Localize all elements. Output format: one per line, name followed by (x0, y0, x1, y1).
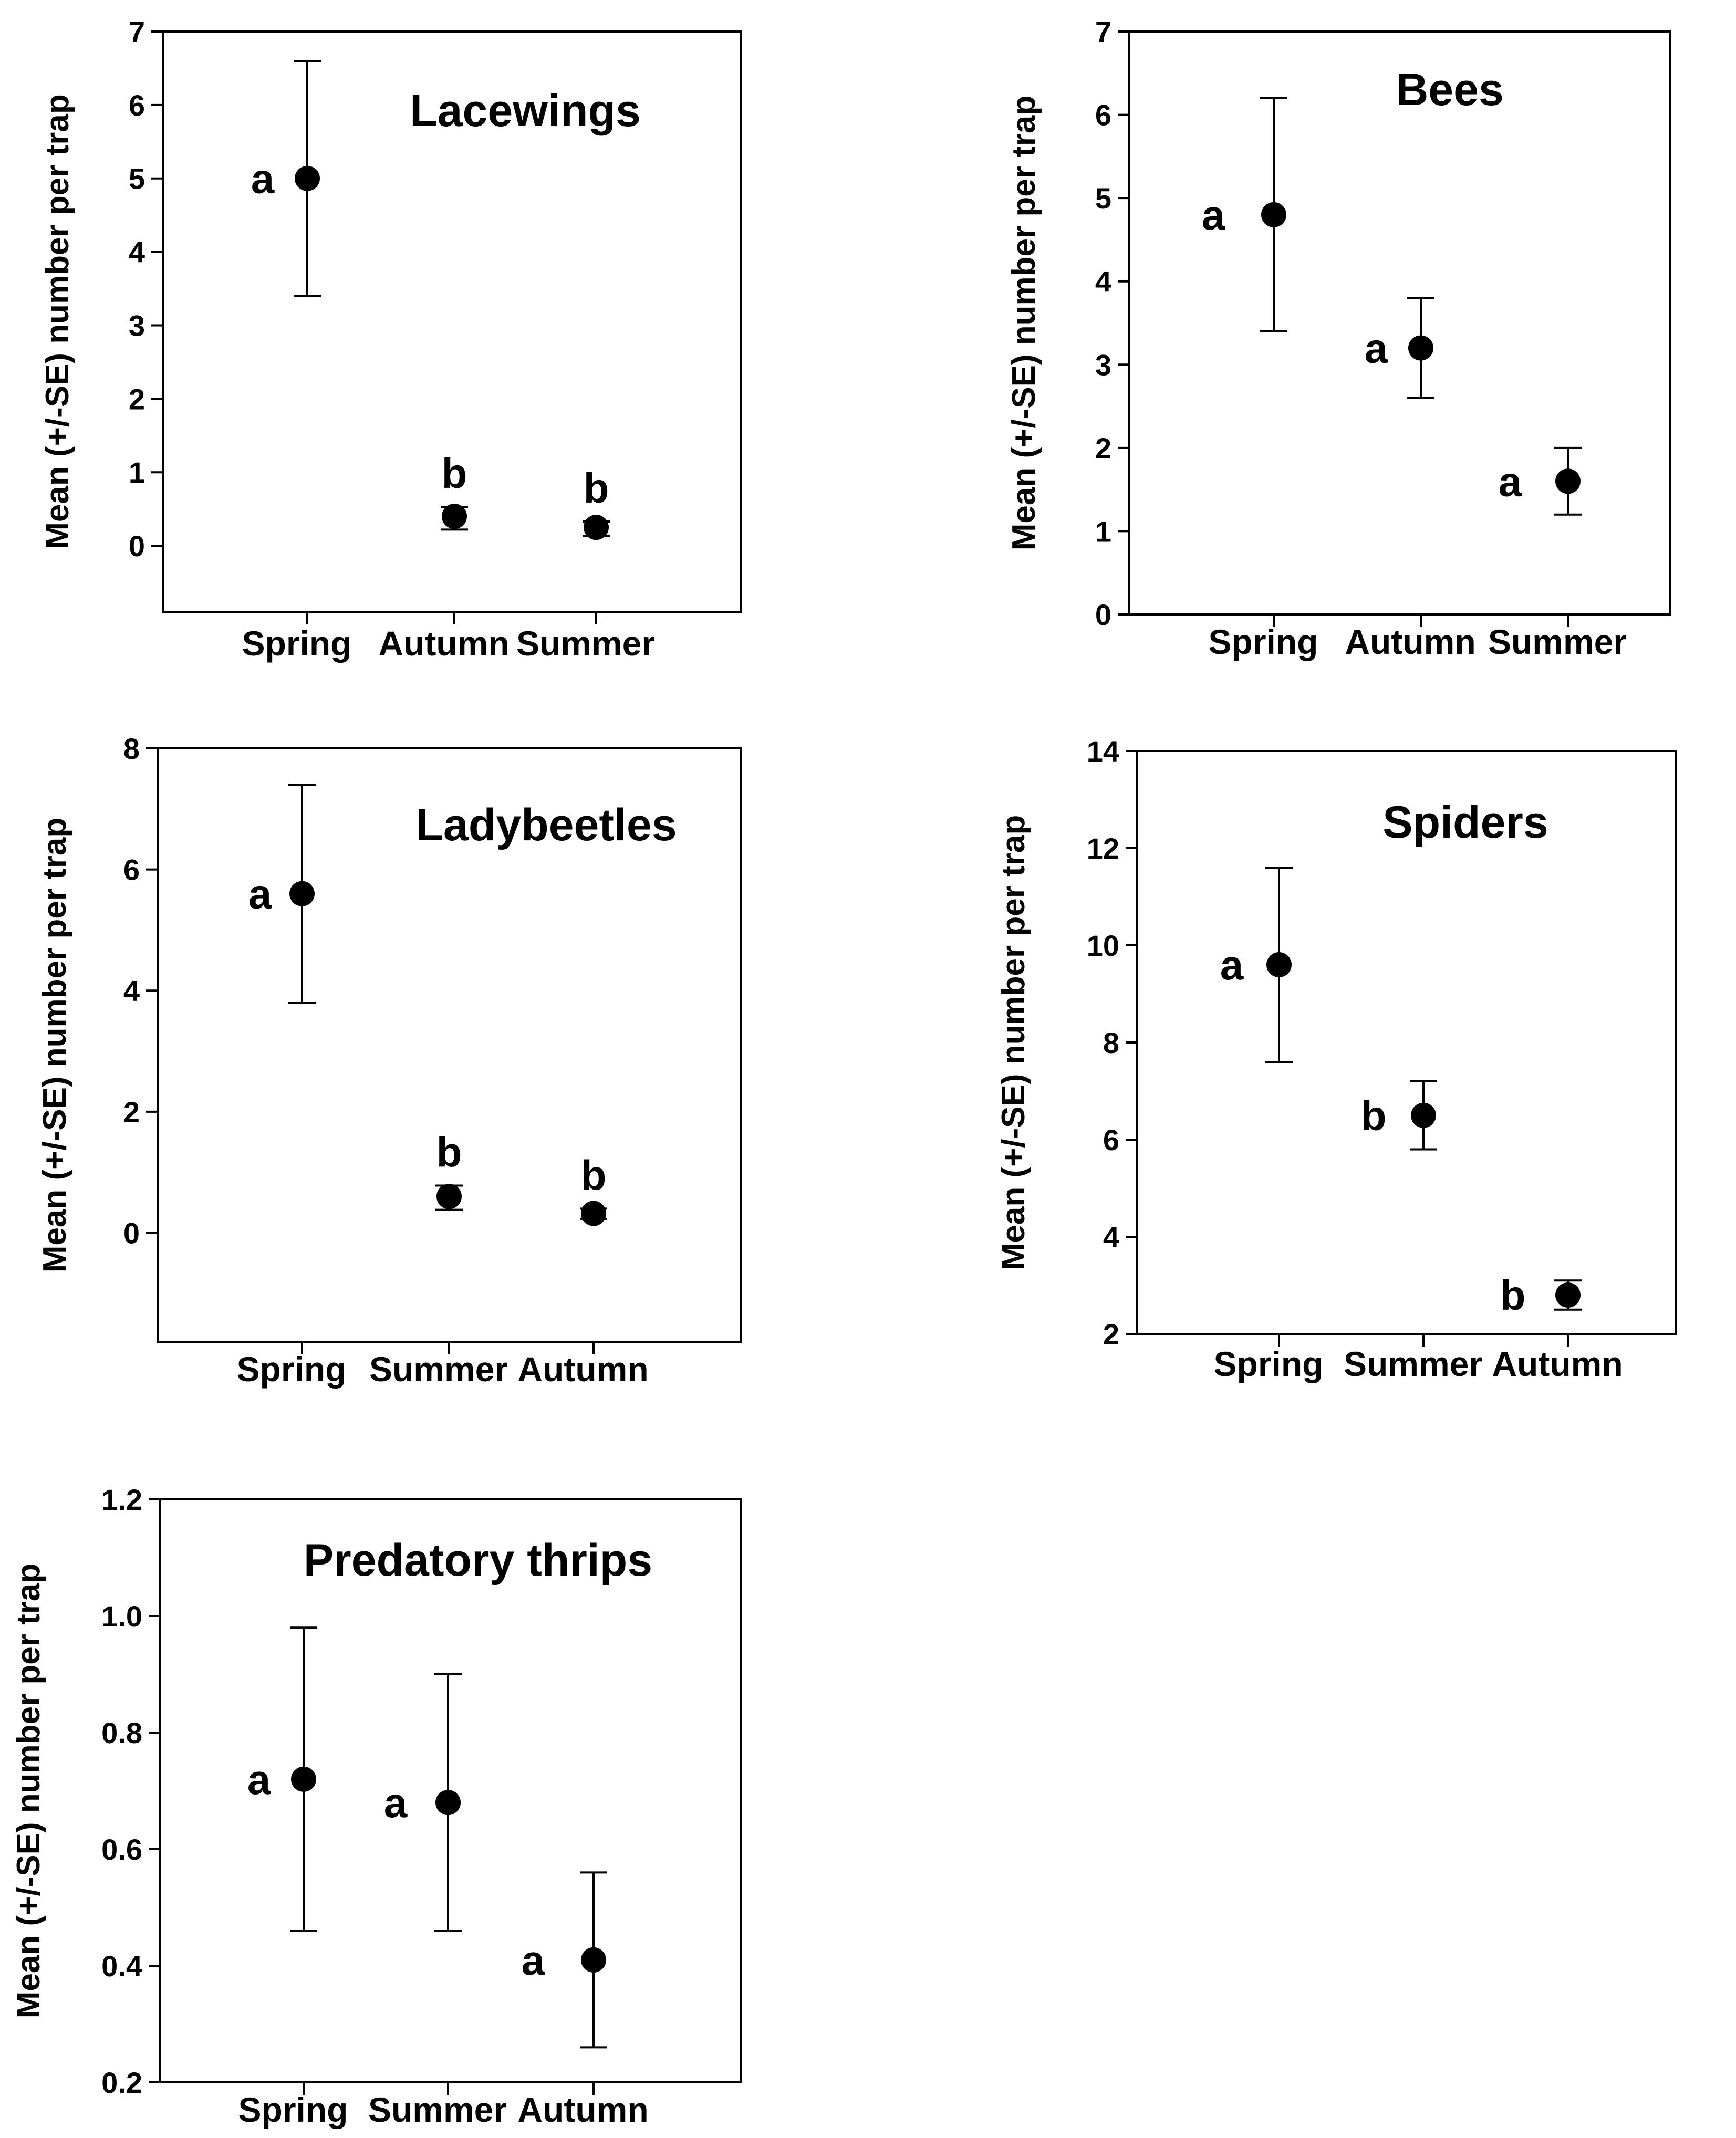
data-point (295, 165, 320, 191)
data-point (581, 1201, 606, 1226)
data-point (436, 1184, 462, 1209)
data-point (1261, 202, 1286, 227)
x-tick-label: Spring (1214, 1344, 1324, 1383)
y-tick-label: 0.2 (101, 2066, 142, 2099)
y-tick-label: 3 (129, 309, 145, 342)
y-tick-label: 3 (1095, 348, 1111, 381)
y-tick-label: 0 (1095, 598, 1111, 631)
significance-letter: a (1365, 325, 1388, 372)
x-tick-label: Spring (238, 2090, 348, 2129)
significance-letter: b (442, 450, 467, 497)
data-point (1555, 468, 1581, 494)
y-tick-label: 0.8 (101, 1716, 142, 1749)
data-point (1411, 1102, 1436, 1128)
y-tick-label: 8 (123, 732, 140, 765)
y-tick-label: 2 (1095, 432, 1111, 465)
significance-letter: b (581, 1152, 607, 1198)
y-tick-label: 1.2 (101, 1483, 142, 1516)
x-tick-label: Summer (1344, 1344, 1482, 1383)
y-axis-label: Mean (+/-SE) number per trap (11, 1563, 47, 2018)
y-tick-label: 4 (1095, 265, 1111, 298)
data-point (1266, 952, 1292, 977)
panel-bees: 0 1 2 3 4 5 6 7 Spring Autumn Summer Mean (+/-SE) n… (1006, 15, 1671, 661)
data-point (291, 1766, 316, 1792)
data-point (1408, 335, 1433, 361)
significance-letter: a (384, 1779, 408, 1826)
x-tick-label: Spring (237, 1350, 347, 1389)
y-tick-label: 5 (1095, 182, 1111, 215)
significance-letter: a (248, 871, 272, 917)
x-tick-label: Summer (1488, 622, 1627, 661)
plot-frame (1128, 30, 1671, 616)
y-tick-label: 0.4 (101, 1949, 142, 1983)
panel-title: Bees (1396, 65, 1504, 115)
y-tick-label: 4 (123, 974, 140, 1007)
panel-title: Ladybeetles (415, 800, 677, 850)
panel-spiders: 2 4 6 8 10 12 14 Spring Summer Autumn Mean (+/-SE)… (995, 735, 1677, 1383)
data-point (581, 1947, 606, 1973)
y-tick-label: 2 (123, 1096, 140, 1129)
y-tick-label: 7 (129, 15, 145, 48)
significance-letter: a (522, 1937, 545, 1984)
y-tick-label: 1 (1095, 515, 1111, 548)
y-tick-label: 1 (129, 456, 145, 489)
x-tick-label: Summer (516, 624, 655, 663)
panel-title: Lacewings (410, 86, 641, 136)
x-tick-label: Summer (368, 2090, 507, 2129)
x-tick-label: Spring (1209, 622, 1318, 661)
y-axis-label: Mean (+/-SE) number per trap (37, 818, 73, 1273)
x-tick-label: Summer (369, 1350, 508, 1389)
y-axis-label: Mean (+/-SE) number per trap (39, 94, 76, 549)
y-tick-label: 4 (129, 236, 145, 269)
x-tick-label: Autumn (378, 624, 509, 663)
plot-frame (159, 1498, 742, 2083)
y-tick-label: 0 (129, 529, 145, 562)
y-tick-label: 2 (1103, 1318, 1119, 1351)
data-point (289, 881, 315, 906)
panel-predatory-thrips: 0.2 0.4 0.6 0.8 1.0 1.2 Spring Summer Autumn Mean… (11, 1483, 742, 2129)
y-tick-label: 4 (1103, 1221, 1119, 1254)
y-tick-label: 6 (1103, 1123, 1119, 1156)
x-tick-label: Autumn (1492, 1344, 1623, 1383)
y-tick-label: 5 (129, 162, 145, 195)
y-tick-label: 14 (1087, 735, 1119, 768)
panel-title: Predatory thrips (304, 1535, 652, 1586)
significance-letter: b (584, 465, 609, 512)
significance-letter: a (1220, 942, 1244, 988)
x-tick-label: Autumn (517, 2090, 648, 2129)
y-tick-label: 0.6 (101, 1833, 142, 1866)
x-tick-label: Autumn (1345, 622, 1475, 661)
y-tick-label: 2 (129, 382, 145, 415)
y-axis-label: Mean (+/-SE) number per trap (995, 815, 1032, 1270)
y-tick-label: 10 (1087, 929, 1119, 962)
data-point (1555, 1282, 1581, 1308)
significance-letter: a (1499, 458, 1522, 505)
data-point (442, 504, 467, 529)
y-tick-label: 6 (1095, 99, 1111, 132)
panel-ladybeetles: 0 2 4 6 8 Spring Summer Autumn Mean (+/-SE) numb… (37, 732, 742, 1389)
y-tick-label: 8 (1103, 1026, 1119, 1059)
plot-frame (162, 30, 742, 613)
data-point (584, 515, 609, 540)
y-tick-label: 7 (1095, 15, 1111, 48)
panel-lacewings: 0 1 2 3 4 5 6 7 Spring Autumn Summer Mean (+/-SE) n… (39, 15, 742, 663)
y-tick-label: 6 (129, 89, 145, 122)
y-axis-label: Mean (+/-SE) number per trap (1006, 96, 1042, 550)
y-tick-label: 12 (1087, 832, 1119, 865)
panel-title: Spiders (1382, 797, 1548, 848)
significance-letter: b (1500, 1272, 1526, 1319)
significance-letter: b (436, 1129, 462, 1176)
x-tick-label: Spring (242, 624, 352, 663)
data-point (435, 1790, 461, 1816)
significance-letter: a (247, 1756, 271, 1803)
significance-letter: b (1361, 1092, 1387, 1139)
y-tick-label: 6 (123, 853, 140, 887)
significance-letter: a (251, 155, 275, 202)
y-tick-label: 1.0 (101, 1600, 142, 1633)
significance-letter: a (1202, 192, 1225, 238)
x-tick-label: Autumn (517, 1350, 648, 1389)
y-tick-label: 0 (123, 1216, 140, 1249)
